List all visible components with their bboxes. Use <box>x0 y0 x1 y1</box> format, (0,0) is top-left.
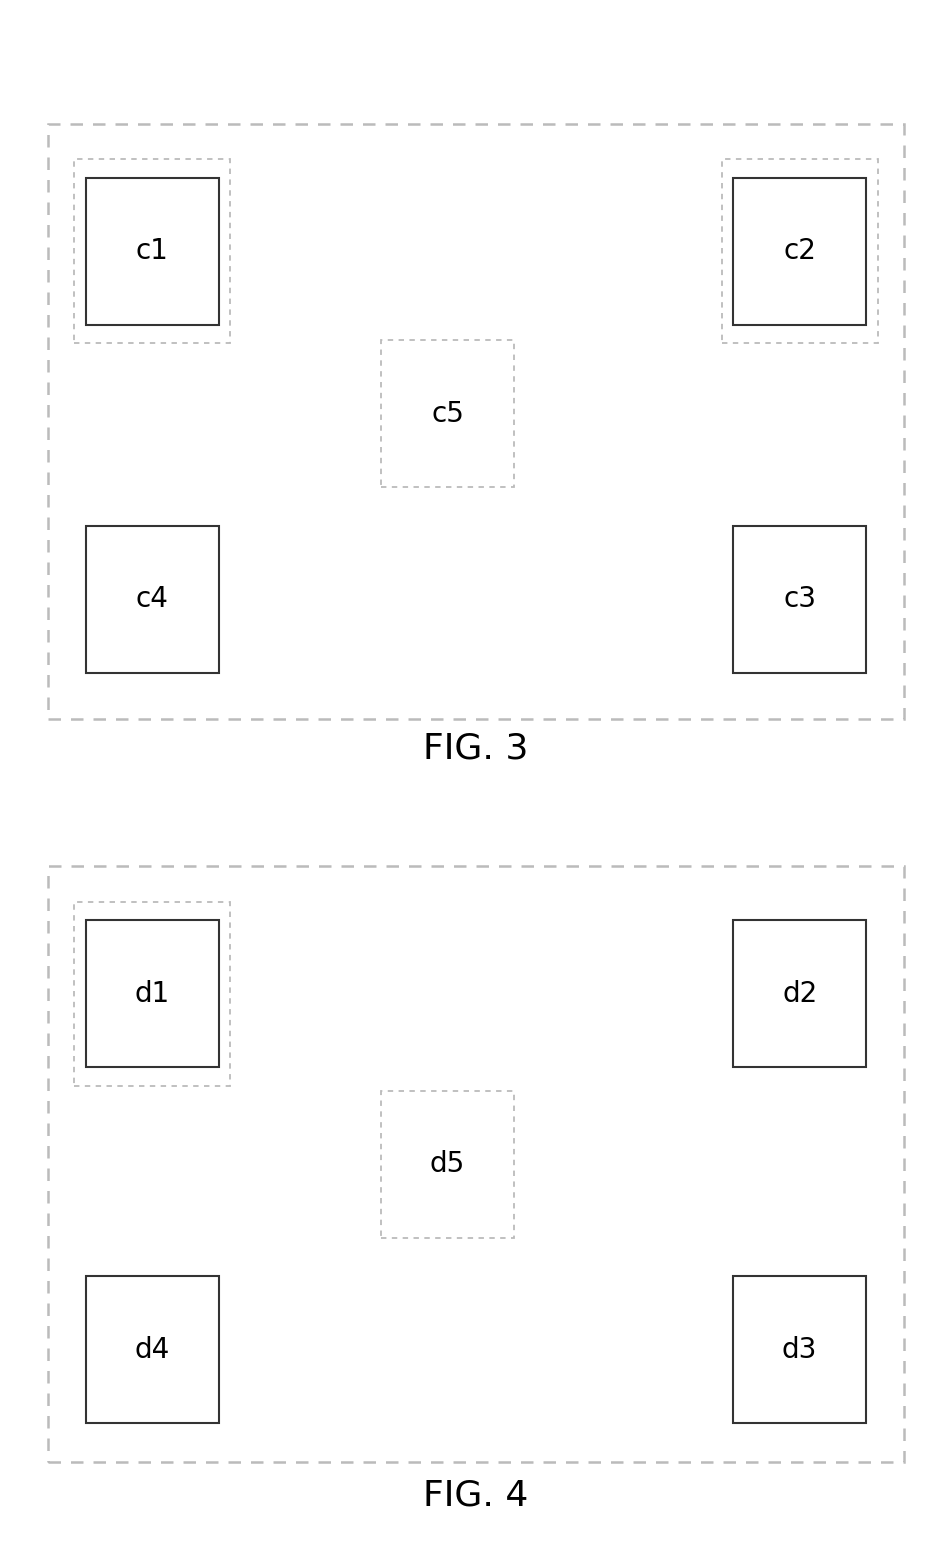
Bar <box>381 1091 514 1238</box>
Text: d3: d3 <box>782 1335 818 1364</box>
Bar <box>722 159 878 343</box>
Text: d4: d4 <box>134 1335 170 1364</box>
Text: c2: c2 <box>783 237 816 266</box>
Text: FIG. 4: FIG. 4 <box>424 1479 528 1513</box>
Text: d1: d1 <box>134 979 170 1009</box>
Bar <box>48 866 904 1462</box>
Text: d2: d2 <box>782 979 818 1009</box>
Bar <box>733 526 866 673</box>
Text: c4: c4 <box>136 585 169 614</box>
Text: FIG. 3: FIG. 3 <box>424 732 528 766</box>
Bar <box>733 178 866 325</box>
Text: c5: c5 <box>431 399 464 429</box>
Bar <box>74 159 230 343</box>
Bar <box>733 1276 866 1423</box>
Bar <box>381 340 514 487</box>
Bar <box>733 920 866 1067</box>
Bar <box>86 1276 219 1423</box>
Text: c1: c1 <box>136 237 169 266</box>
Bar <box>86 920 219 1067</box>
Text: d5: d5 <box>429 1149 466 1179</box>
Bar <box>86 178 219 325</box>
Bar <box>48 124 904 719</box>
Bar <box>86 526 219 673</box>
Bar <box>74 902 230 1086</box>
Text: c3: c3 <box>783 585 816 614</box>
